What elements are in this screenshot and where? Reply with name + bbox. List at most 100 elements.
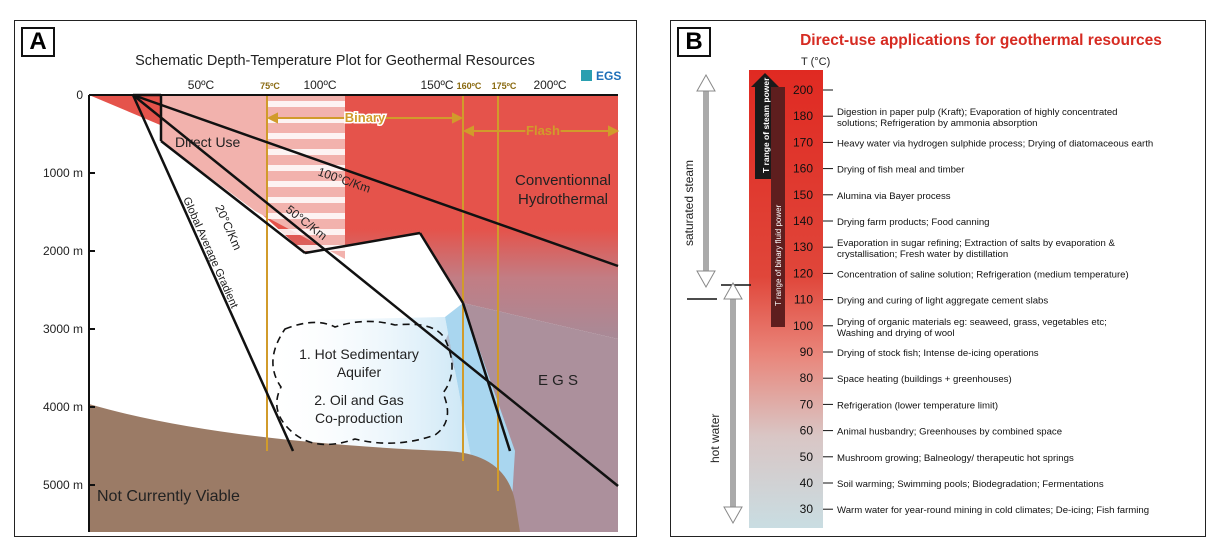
application-row: 90 Drying of stock fish; Intense de-icing… (800, 345, 1039, 359)
temperature-value: 30 (800, 502, 814, 516)
panel-b-title: Direct-use applications for geothermal r… (800, 32, 1162, 49)
applications-list: 200 180 Digestion in paper pulp (Kraft); E… (793, 83, 1153, 516)
application-row: 80 Space heating (buildings + greenhouses… (800, 371, 1012, 385)
temperature-value: 160 (793, 162, 813, 176)
binary-power-label: T range of binary fluid power (774, 204, 783, 306)
label-conventional-1: Conventionnal (515, 172, 611, 189)
temperature-value: 130 (793, 240, 813, 254)
application-description: Warm water for year-round mining in cold… (837, 505, 1149, 516)
application-row: 70 Refrigeration (lower temperature limit… (800, 397, 998, 411)
steam-power-label: T range of steam power (761, 77, 771, 173)
panel-a-label: A (21, 27, 55, 57)
depth-tick-5000: 5000 m (43, 478, 83, 492)
label-conventional-2: Hydrothermal (518, 191, 608, 208)
temp-tick-50: 50ºC (188, 78, 215, 92)
application-row: 50 Mushroom growing; Balneology/ therapeu… (800, 450, 1074, 464)
not-viable-region (89, 404, 520, 532)
application-row: 30 Warm water for year-round mining in co… (800, 502, 1149, 516)
temperature-value: 80 (800, 371, 814, 385)
label-oilgas-2: Co-production (315, 410, 403, 426)
application-description: crystallisation; Fresh water by distilla… (837, 249, 1008, 260)
label-flash: Flash (526, 123, 560, 138)
panel-a-title: Schematic Depth-Temperature Plot for Geo… (135, 53, 535, 69)
steam-power-arrow (751, 73, 779, 87)
egs-logo-text: EGS (596, 69, 621, 83)
panel-b-direct-use-applications: Direct-use applications for geothermal r… (670, 20, 1206, 537)
temperature-value: 150 (793, 188, 813, 202)
label-direct-use: Direct Use (175, 134, 241, 150)
binary-hatch (267, 101, 345, 251)
application-description: Digestion in paper pulp (Kraft); Evapora… (837, 107, 1118, 118)
label-not-viable: Not Currently Viable (97, 488, 240, 505)
temp-tick-150: 150ºC (420, 78, 453, 92)
label-binary: Binary (345, 110, 386, 125)
label-aquifer-2: Aquifer (337, 364, 382, 380)
depth-temperature-svg: Schematic Depth-Temperature Plot for Geo… (43, 53, 621, 532)
temperature-value: 90 (800, 345, 814, 359)
application-description: Mushroom growing; Balneology/ therapeuti… (837, 453, 1074, 464)
application-description: Drying of stock fish; Intense de-icing o… (837, 348, 1039, 359)
depth-tick-4000: 4000 m (43, 400, 83, 414)
application-row: 60 Animal husbandry; Greenhouses by combi… (800, 424, 1062, 438)
temp-tick-175: 175ºC (492, 81, 517, 91)
application-row: 100 Drying of organic materials eg: seawe… (793, 317, 1107, 339)
hot-water-label: hot water (708, 414, 722, 463)
temp-tick-200: 200ºC (533, 78, 566, 92)
gradient-lines (131, 93, 619, 487)
panel-b-label: B (677, 27, 711, 57)
application-row: 160 Drying of fish meal and timber (793, 162, 965, 176)
aquifer-dashed-outline (272, 320, 453, 446)
temperature-value: 170 (793, 135, 813, 149)
application-description: Drying farm products; Food canning (837, 217, 990, 228)
application-description: solutions; Refrigeration by ammonia abso… (837, 118, 1038, 129)
temperature-value: 50 (800, 450, 814, 464)
label-gradient-20-b: Global Average Gradient (180, 195, 240, 310)
depth-tick-2000: 2000 m (43, 244, 83, 258)
panel-a-depth-temperature-plot: Schematic Depth-Temperature Plot for Geo… (14, 20, 637, 537)
application-row: 170 Heavy water via hydrogen sulphide pro… (793, 135, 1153, 149)
application-description: Heavy water via hydrogen sulphide proces… (837, 138, 1153, 149)
temperature-value: 60 (800, 424, 814, 438)
application-description: Space heating (buildings + greenhouses) (837, 374, 1012, 385)
application-description: Soil warming; Swimming pools; Biodegrada… (837, 479, 1104, 490)
application-description: Drying of fish meal and timber (837, 165, 965, 176)
egs-logo: EGS (581, 69, 621, 83)
direct-use-svg: Direct-use applications for geothermal r… (682, 32, 1162, 528)
application-description: Alumina via Bayer process (837, 191, 951, 202)
application-row: 200 (793, 83, 833, 97)
temp-unit-label: T (°C) (801, 56, 830, 68)
depth-tick-1000: 1000 m (43, 166, 83, 180)
temperature-value: 180 (793, 109, 813, 123)
temperature-value: 40 (800, 476, 814, 490)
application-row: 40 Soil warming; Swimming pools; Biodegra… (800, 476, 1104, 490)
temperature-value: 100 (793, 319, 813, 333)
hot-water-arrow (721, 281, 751, 525)
binary-power-bar (771, 87, 785, 327)
application-description: Washing and drying of wool (837, 328, 955, 339)
depth-tick-3000: 3000 m (43, 322, 83, 336)
application-row: 120 Concentration of saline solution; Ref… (793, 266, 1129, 280)
temperature-value: 70 (800, 397, 814, 411)
label-gradient-20-a: 20°C/Km (212, 203, 244, 253)
temperature-value: 110 (794, 293, 813, 307)
axes (88, 94, 618, 532)
application-description: Evaporation in sugar refining; Extractio… (837, 238, 1115, 249)
binary-arrow (266, 112, 464, 124)
application-row: 150 Alumina via Bayer process (793, 188, 951, 202)
temperature-value: 200 (793, 83, 813, 97)
application-row: 140 Drying farm products; Food canning (793, 214, 990, 228)
saturated-steam-label: saturated steam (682, 160, 696, 246)
depth-tick-0: 0 (76, 88, 83, 102)
temp-tick-160: 160ºC (457, 81, 482, 91)
application-description: Animal husbandry; Greenhouses by combine… (837, 427, 1062, 438)
application-row: 110 Drying and curing of light aggregate … (794, 293, 1049, 307)
temp-tick-75: 75ºC (260, 81, 280, 91)
temp-tick-100: 100ºC (303, 78, 336, 92)
temperature-value: 120 (793, 266, 813, 280)
temperature-value: 140 (793, 214, 813, 228)
label-egs: E G S (538, 372, 578, 389)
label-oilgas-1: 2. Oil and Gas (314, 392, 404, 408)
application-description: Drying and curing of light aggregate cem… (837, 296, 1048, 307)
application-row: 130 Evaporation in sugar refining; Extrac… (793, 238, 1115, 260)
application-description: Drying of organic materials eg: seaweed,… (837, 317, 1107, 328)
